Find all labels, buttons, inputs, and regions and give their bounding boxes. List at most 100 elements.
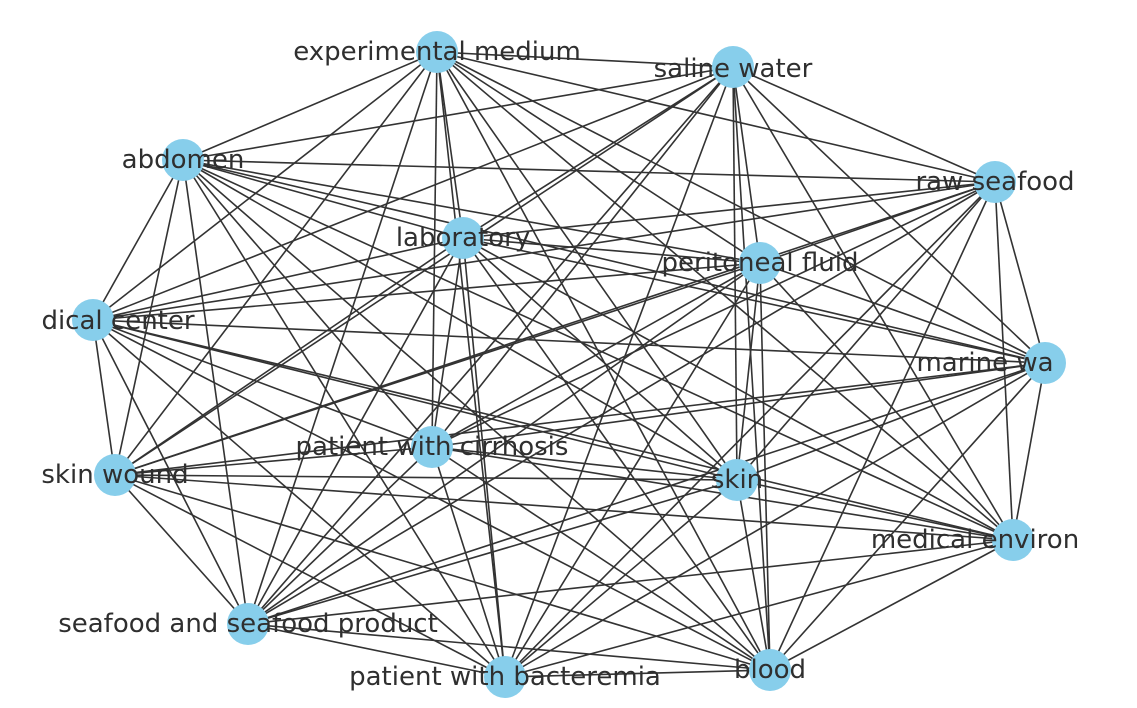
edge-saline_water-marine_water xyxy=(732,66,1046,364)
edge-peritoneal_fluid-blood xyxy=(759,262,771,671)
edge-saline_water-laboratory xyxy=(462,66,734,239)
labels-layer: experimental medium saline water abdomen ra… xyxy=(41,37,1079,692)
node-label-seafood-and-seafood-product: seafood and seafood product xyxy=(58,609,438,639)
edge-abdomen-patient_with_cirrhosis xyxy=(182,159,433,448)
node-abdomen xyxy=(162,139,204,181)
edge-skin-blood xyxy=(736,479,771,671)
edge-experimental_medium-raw_seafood xyxy=(436,51,996,183)
edge-patient_with_cirrhosis-seafood_and_seafood_product xyxy=(247,446,433,625)
edge-experimental_medium-patient_with_bacteremia xyxy=(436,51,506,678)
node-label-laboratory: laboratory xyxy=(396,223,530,253)
edge-peritoneal_fluid-marine_water xyxy=(759,262,1046,364)
edge-patient_with_cirrhosis-blood xyxy=(431,446,771,671)
node-label-patient-with-bacteremia: patient with bacteremia xyxy=(349,662,661,692)
node-label-abdomen: abdomen xyxy=(122,145,245,175)
node-raw-seafood xyxy=(974,161,1016,203)
edge-peritoneal_fluid-patient_with_bacteremia xyxy=(504,262,761,678)
edge-experimental_medium-medical_environment xyxy=(436,51,1014,541)
edge-laboratory-marine_water xyxy=(462,237,1046,364)
nodes-layer xyxy=(72,31,1066,698)
edge-medical_environment-blood xyxy=(769,539,1014,671)
edge-experimental_medium-abdomen xyxy=(182,51,438,161)
edge-experimental_medium-medical_center xyxy=(92,51,438,321)
edge-patient_with_cirrhosis-skin xyxy=(431,446,738,481)
node-label-skin-wound: skin wound xyxy=(41,460,188,490)
node-label-saline-water: saline water xyxy=(654,54,813,84)
edge-abdomen-patient_with_bacteremia xyxy=(182,159,506,678)
node-skin xyxy=(716,459,758,501)
edge-peritoneal_fluid-medical_environment xyxy=(759,262,1014,541)
edge-peritoneal_fluid-skin_wound xyxy=(114,262,761,476)
node-patient-with-bacteremia xyxy=(484,656,526,698)
node-label-marine-water: marine wa xyxy=(916,348,1053,378)
edge-abdomen-marine_water xyxy=(182,159,1046,364)
edge-abdomen-peritoneal_fluid xyxy=(182,159,761,264)
edge-abdomen-skin xyxy=(182,159,738,481)
node-medical-center xyxy=(72,299,114,341)
edge-seafood_and_seafood_product-patient_with_bacteremia xyxy=(247,623,506,678)
node-experimental-medium xyxy=(416,31,458,73)
edge-marine_water-patient_with_bacteremia xyxy=(504,362,1046,678)
edge-seafood_and_seafood_product-blood xyxy=(247,623,771,671)
edge-peritoneal_fluid-medical_center xyxy=(92,262,761,321)
edge-skin_wound-medical_environment xyxy=(114,474,1014,541)
edge-laboratory-medical_environment xyxy=(462,237,1014,541)
edge-abdomen-seafood_and_seafood_product xyxy=(182,159,249,625)
edge-medical_center-seafood_and_seafood_product xyxy=(92,319,249,625)
edge-laboratory-skin xyxy=(462,237,738,481)
edge-raw_seafood-seafood_and_seafood_product xyxy=(247,181,996,625)
edge-medical_center-patient_with_cirrhosis xyxy=(92,319,433,448)
edge-saline_water-medical_environment xyxy=(732,66,1014,541)
edge-saline_water-peritoneal_fluid xyxy=(732,66,761,264)
edge-raw_seafood-marine_water xyxy=(994,181,1046,364)
edge-raw_seafood-patient_with_cirrhosis xyxy=(431,181,996,448)
edge-marine_water-patient_with_cirrhosis xyxy=(431,362,1046,448)
edge-skin-medical_environment xyxy=(736,479,1014,541)
edge-saline_water-abdomen xyxy=(182,66,734,161)
node-label-raw-seafood: raw seafood xyxy=(915,167,1074,197)
edge-laboratory-peritoneal_fluid xyxy=(462,237,761,264)
edge-skin_wound-skin xyxy=(114,474,738,481)
edge-experimental_medium-skin xyxy=(436,51,738,481)
node-label-blood: blood xyxy=(734,655,806,685)
node-label-medical-environment: medical environ xyxy=(871,525,1079,555)
edge-raw_seafood-medical_center xyxy=(92,181,996,321)
edge-experimental_medium-skin_wound xyxy=(114,51,438,476)
edge-saline_water-medical_center xyxy=(92,66,734,321)
edge-experimental_medium-peritoneal_fluid xyxy=(436,51,761,264)
edge-saline_water-raw_seafood xyxy=(732,66,996,183)
edge-saline_water-skin xyxy=(732,66,738,481)
edge-abdomen-laboratory xyxy=(182,159,464,239)
edge-medical_center-patient_with_bacteremia xyxy=(92,319,506,678)
node-laboratory xyxy=(442,217,484,259)
edge-laboratory-medical_center xyxy=(92,237,464,321)
node-peritoneal-fluid xyxy=(739,242,781,284)
edge-abdomen-medical_environment xyxy=(182,159,1014,541)
edge-saline_water-seafood_and_seafood_product xyxy=(247,66,734,625)
edge-medical_center-skin xyxy=(92,319,738,481)
edge-saline_water-patient_with_cirrhosis xyxy=(431,66,734,448)
edge-laboratory-skin_wound xyxy=(114,237,464,476)
node-patient-with-cirrhosis xyxy=(411,426,453,468)
edge-experimental_medium-saline_water xyxy=(436,51,734,68)
edge-laboratory-blood xyxy=(462,237,771,671)
node-label-peritoneal-fluid: peritoneal fluid xyxy=(662,248,859,278)
edge-abdomen-raw_seafood xyxy=(182,159,996,183)
node-label-experimental-medium: experimental medium xyxy=(293,37,581,67)
node-label-patient-with-cirrhosis: patient with cirrhosis xyxy=(296,432,569,462)
edge-raw_seafood-laboratory xyxy=(462,181,996,239)
edge-skin_wound-seafood_and_seafood_product xyxy=(114,474,249,625)
edge-medical_center-skin_wound xyxy=(92,319,116,476)
edge-peritoneal_fluid-patient_with_cirrhosis xyxy=(431,262,761,448)
node-marine-water xyxy=(1024,342,1066,384)
edge-patient_with_bacteremia-blood xyxy=(504,669,771,678)
edge-experimental_medium-blood xyxy=(436,51,771,671)
edge-experimental_medium-laboratory xyxy=(436,51,464,239)
edge-laboratory-patient_with_cirrhosis xyxy=(431,237,464,448)
edge-saline_water-patient_with_bacteremia xyxy=(504,66,734,678)
edge-saline_water-blood xyxy=(732,66,771,671)
edge-skin_wound-blood xyxy=(114,474,771,671)
edge-medical_environment-seafood_and_seafood_product xyxy=(247,539,1014,625)
edge-marine_water-skin_wound xyxy=(114,362,1046,476)
